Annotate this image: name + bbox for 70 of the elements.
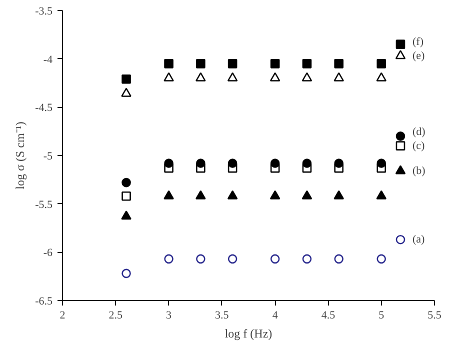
- y-tick-label: -3.5: [35, 6, 53, 18]
- series-label: (f): [412, 36, 424, 48]
- y-tick-label: -4: [43, 54, 53, 66]
- point: [334, 59, 344, 68]
- x-axis-title: log f (Hz): [224, 326, 272, 340]
- point: [302, 72, 312, 82]
- point: [164, 59, 174, 68]
- point: [396, 234, 406, 244]
- series-label: (d): [412, 126, 426, 138]
- x-tick-label: 2.5: [108, 310, 124, 322]
- point: [270, 254, 280, 264]
- point: [395, 165, 406, 174]
- point: [270, 72, 280, 82]
- point: [227, 190, 238, 200]
- point: [376, 59, 386, 68]
- point: [196, 190, 206, 200]
- point: [122, 268, 131, 278]
- y-tick-label: -6: [43, 247, 53, 260]
- y-tick-label: -5.5: [35, 198, 53, 211]
- point: [270, 59, 280, 68]
- point: [196, 158, 206, 168]
- point: [302, 59, 312, 68]
- point: [121, 210, 132, 220]
- point: [334, 190, 344, 200]
- x-tick-label: 3: [166, 310, 172, 322]
- point: [196, 59, 206, 68]
- point: [395, 50, 406, 60]
- y-tick-label: -5: [43, 150, 53, 162]
- point: [270, 190, 280, 200]
- series-label: (b): [412, 164, 426, 177]
- point: [376, 254, 386, 264]
- point: [396, 40, 406, 49]
- series-label: (e): [412, 50, 426, 62]
- point: [228, 254, 238, 264]
- point: [196, 72, 206, 82]
- point: [164, 254, 174, 264]
- point: [228, 158, 238, 168]
- x-tick-label: 5: [378, 310, 385, 322]
- x-tick-label: 2: [60, 310, 66, 322]
- x-tick-label: 3.5: [215, 310, 230, 322]
- y-tick-label: -6.5: [35, 296, 53, 308]
- point: [334, 158, 344, 168]
- x-tick-label: 4.5: [321, 310, 336, 322]
- point: [196, 254, 206, 264]
- series-label: (a): [412, 234, 426, 246]
- point: [164, 158, 174, 168]
- x-tick-label: 5.5: [428, 310, 442, 322]
- series-label: (c): [412, 140, 426, 152]
- y-axis-title: log σ (S cm⁻¹): [13, 122, 28, 190]
- point: [396, 132, 406, 141]
- point: [302, 254, 312, 264]
- point: [122, 74, 131, 84]
- point: [302, 158, 312, 168]
- point: [164, 72, 174, 82]
- point: [376, 72, 387, 82]
- point: [334, 72, 344, 82]
- point: [121, 88, 132, 97]
- point: [302, 190, 312, 200]
- point: [270, 158, 280, 168]
- x-tick-label: 4: [272, 310, 278, 322]
- point: [396, 141, 406, 150]
- point: [164, 190, 174, 200]
- point: [227, 72, 238, 82]
- point: [122, 178, 131, 188]
- point: [334, 254, 344, 264]
- point: [376, 158, 386, 168]
- y-tick-label: -4.5: [35, 102, 53, 114]
- point: [122, 191, 131, 201]
- point: [228, 59, 238, 68]
- point: [376, 190, 387, 200]
